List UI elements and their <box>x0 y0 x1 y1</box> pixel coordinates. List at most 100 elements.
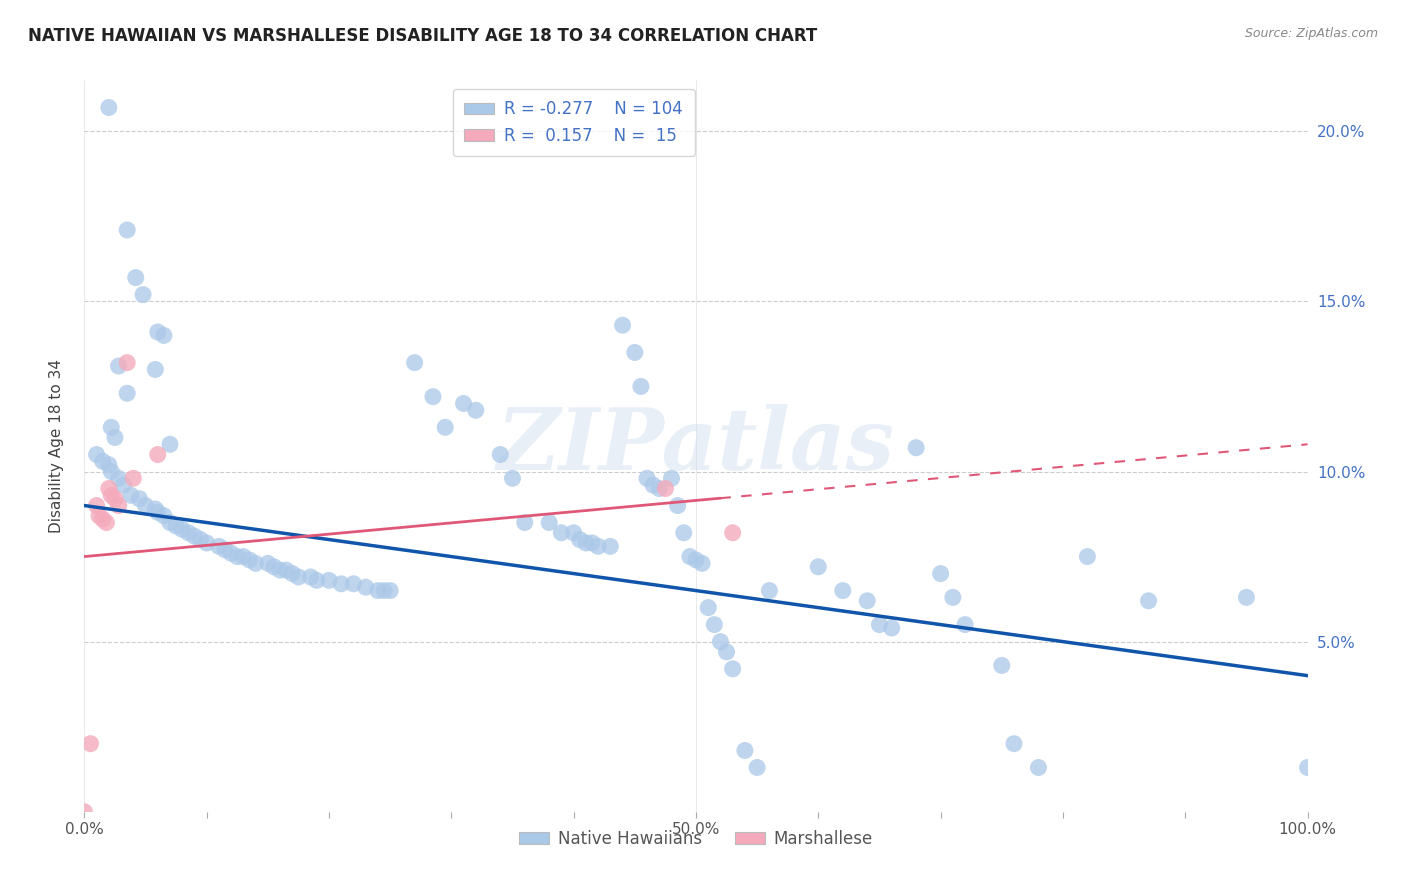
Point <box>112 478 135 492</box>
Point <box>654 482 676 496</box>
Point <box>146 325 169 339</box>
Point <box>96 516 118 530</box>
Point <box>143 362 166 376</box>
Point <box>586 540 609 554</box>
Point <box>672 525 695 540</box>
Point <box>575 536 598 550</box>
Point <box>562 525 585 540</box>
Point <box>513 516 536 530</box>
Point <box>636 471 658 485</box>
Point <box>153 508 176 523</box>
Point <box>709 634 731 648</box>
Point <box>703 617 725 632</box>
Point <box>100 420 122 434</box>
Point <box>434 420 457 434</box>
Point <box>318 574 340 588</box>
Point <box>568 533 591 547</box>
Point <box>489 448 512 462</box>
Point <box>97 101 120 115</box>
Point <box>276 563 298 577</box>
Point <box>159 516 181 530</box>
Point <box>146 448 169 462</box>
Point <box>146 505 169 519</box>
Point <box>214 542 236 557</box>
Point <box>453 396 475 410</box>
Point <box>716 645 738 659</box>
Point <box>143 502 166 516</box>
Point <box>97 458 120 472</box>
Point <box>120 488 142 502</box>
Point <box>159 437 181 451</box>
Point <box>721 525 744 540</box>
Point <box>464 403 486 417</box>
Point <box>367 583 389 598</box>
Point <box>942 591 965 605</box>
Point <box>747 760 769 774</box>
Point <box>195 536 218 550</box>
Point <box>1076 549 1098 564</box>
Point <box>115 223 138 237</box>
Point <box>342 576 364 591</box>
Point <box>107 359 129 373</box>
Point <box>132 287 155 301</box>
Point <box>648 482 671 496</box>
Point <box>73 805 96 819</box>
Point <box>91 512 114 526</box>
Point <box>880 621 903 635</box>
Point <box>104 430 127 444</box>
Point <box>281 566 304 581</box>
Point <box>299 570 322 584</box>
Point <box>238 553 260 567</box>
Y-axis label: Disability Age 18 to 34: Disability Age 18 to 34 <box>49 359 63 533</box>
Point <box>97 482 120 496</box>
Point <box>422 390 444 404</box>
Point <box>100 465 122 479</box>
Point <box>153 328 176 343</box>
Point <box>135 499 157 513</box>
Point <box>226 549 249 564</box>
Point <box>305 574 328 588</box>
Point <box>79 737 101 751</box>
Point <box>679 549 702 564</box>
Point <box>721 662 744 676</box>
Point <box>208 540 231 554</box>
Point <box>807 559 830 574</box>
Point <box>630 379 652 393</box>
Point <box>612 318 634 333</box>
Legend: Native Hawaiians, Marshallese: Native Hawaiians, Marshallese <box>513 823 879 855</box>
Text: ZIPatlas: ZIPatlas <box>496 404 896 488</box>
Point <box>269 563 291 577</box>
Text: Source: ZipAtlas.com: Source: ZipAtlas.com <box>1244 27 1378 40</box>
Point <box>263 559 285 574</box>
Point <box>1002 737 1025 751</box>
Point <box>287 570 309 584</box>
Point <box>538 516 561 530</box>
Point <box>502 471 524 485</box>
Point <box>330 576 353 591</box>
Point <box>122 471 145 485</box>
Point <box>86 448 108 462</box>
Point <box>905 441 928 455</box>
Point <box>172 522 194 536</box>
Point <box>661 471 683 485</box>
Point <box>107 499 129 513</box>
Point <box>831 583 853 598</box>
Point <box>380 583 402 598</box>
Point <box>869 617 891 632</box>
Point <box>354 580 377 594</box>
Point <box>183 529 205 543</box>
Point <box>1028 760 1050 774</box>
Point <box>232 549 254 564</box>
Point <box>643 478 665 492</box>
Point <box>115 356 138 370</box>
Point <box>115 386 138 401</box>
Point <box>734 743 756 757</box>
Point <box>91 454 114 468</box>
Point <box>953 617 976 632</box>
Point <box>1137 594 1160 608</box>
Point <box>690 557 713 571</box>
Point <box>219 546 242 560</box>
Point <box>929 566 952 581</box>
Point <box>190 533 212 547</box>
Point <box>107 471 129 485</box>
